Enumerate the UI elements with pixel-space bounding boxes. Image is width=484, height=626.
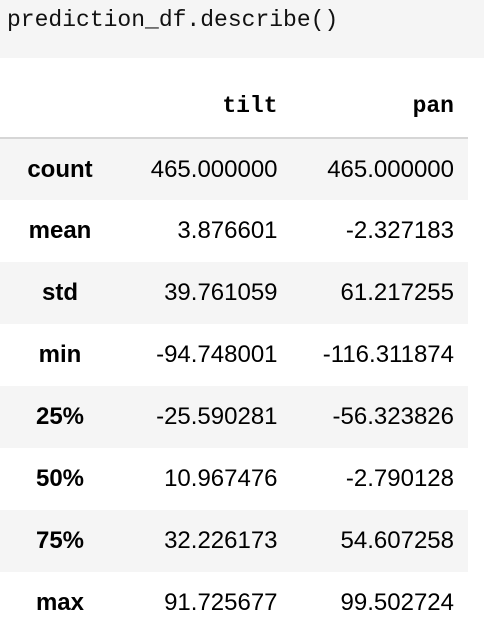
cell-tilt: 91.725677: [164, 589, 278, 616]
cell-pan: -116.311874: [322, 341, 454, 368]
row-label: 75%: [35, 527, 85, 554]
cell-tilt: 465.000000: [150, 155, 278, 183]
row-label: min: [38, 341, 82, 368]
row-label: 25%: [35, 403, 85, 430]
row-label: max: [35, 589, 85, 616]
cell-pan: -2.790128: [345, 465, 454, 492]
cell-pan: 465.000000: [327, 155, 454, 183]
cell-tilt: 32.226173: [164, 527, 278, 554]
table-row-75: 75% 32.226173 54.607258: [0, 510, 468, 572]
column-header-pan: pan: [291, 75, 468, 139]
cell-pan: 54.607258: [340, 527, 454, 554]
row-label: 50%: [35, 465, 85, 492]
table-row-50: 50% 10.967476 -2.790128: [0, 448, 468, 510]
row-label: count: [27, 155, 93, 183]
cell-tilt: -25.590281: [156, 403, 278, 430]
table-row-std: std 39.761059 61.217255: [0, 262, 468, 324]
table-header-row: tilt pan: [0, 75, 468, 139]
cell-tilt: -94.748001: [156, 341, 278, 368]
cell-pan: 99.502724: [340, 589, 454, 616]
cell-tilt: 10.967476: [164, 465, 278, 492]
code-line: prediction_df.describe(): [7, 7, 339, 33]
table-row-count: count 465.000000 465.000000: [0, 138, 468, 200]
cell-pan: 61.217255: [340, 279, 454, 306]
cell-tilt: 39.761059: [164, 279, 278, 306]
index-header: [0, 75, 120, 139]
table-row-mean: mean 3.876601 -2.327183: [0, 200, 468, 262]
row-label: std: [42, 279, 78, 306]
table-row-25: 25% -25.590281 -56.323826: [0, 386, 468, 448]
describe-dataframe-table: tilt pan count 465.000000 465.000000 mea…: [0, 75, 468, 626]
cell-tilt: 3.876601: [177, 217, 278, 244]
code-cell[interactable]: prediction_df.describe(): [0, 0, 484, 58]
table-row-max: max 91.725677 99.502724: [0, 572, 468, 626]
cell-pan: -56.323826: [332, 403, 454, 430]
row-label: mean: [28, 217, 92, 244]
cell-pan: -2.327183: [345, 217, 454, 244]
column-header-tilt: tilt: [120, 75, 292, 139]
table-row-min: min -94.748001 -116.311874: [0, 324, 468, 386]
